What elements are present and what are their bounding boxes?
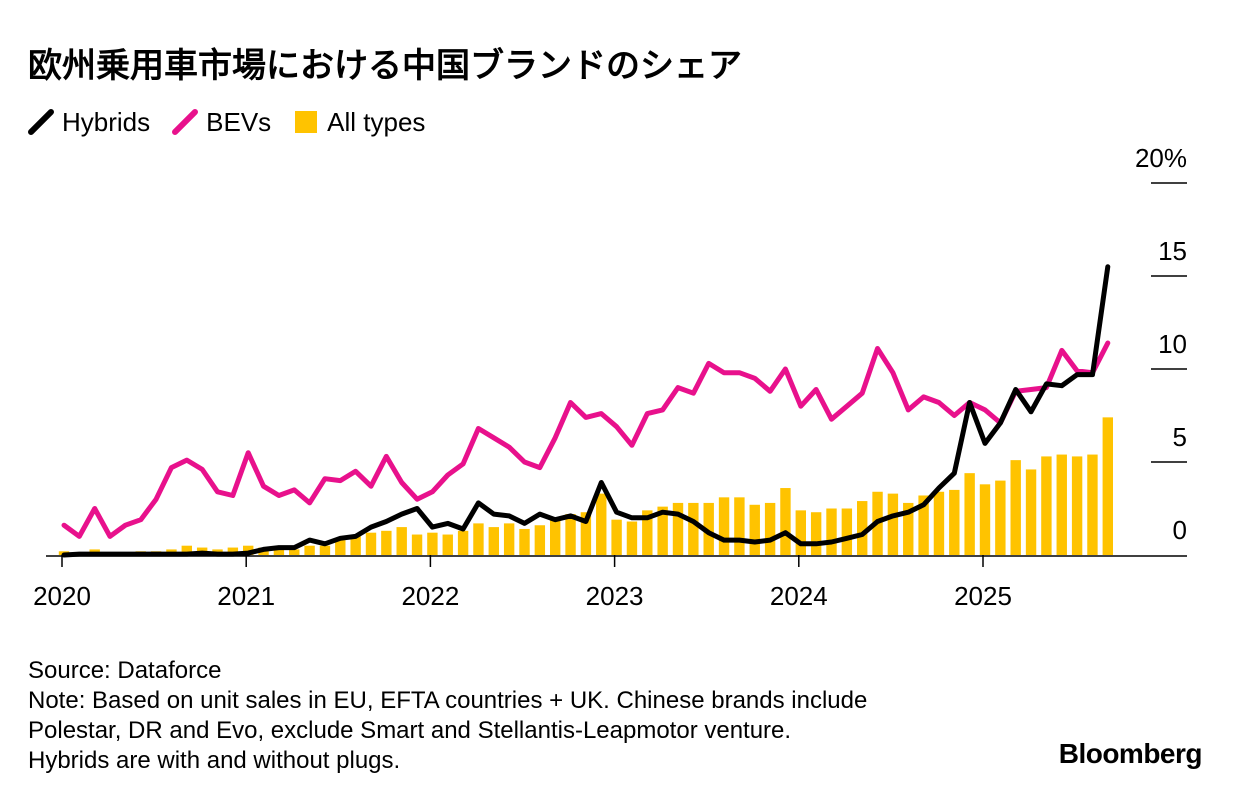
legend-label-all-types: All types	[327, 106, 426, 137]
bar-all-types	[319, 545, 331, 555]
bar-all-types	[396, 527, 407, 555]
bar-all-types	[335, 540, 346, 555]
x-tick-label-2023: 2023	[586, 581, 644, 611]
bar-all-types	[503, 523, 515, 555]
bar-all-types	[488, 527, 499, 555]
y-tick-label-0: 0	[1173, 515, 1187, 545]
bar-all-types	[304, 545, 315, 555]
source-text: Source: Dataforce	[28, 657, 222, 684]
chart-title: 欧州乗用車市場における中国ブランドのシェア	[28, 46, 742, 86]
bar-all-types	[918, 495, 929, 555]
bar-all-types	[1041, 456, 1052, 555]
bar-all-types	[227, 547, 239, 555]
note-line-2: Polestar, DR and Evo, exclude Smart and …	[28, 717, 792, 744]
bar-all-types	[181, 545, 192, 555]
line-hybrids	[61, 264, 1111, 558]
label-layer: 0 5 10 15 20% 2020 2021 2022 2023 2024 2025	[33, 143, 1187, 611]
legend-line-icon-bevs	[172, 109, 199, 135]
x-tick-label-2025: 2025	[954, 581, 1012, 611]
legend-line-icon-hybrids	[28, 109, 54, 135]
bar-all-types	[688, 502, 699, 555]
bar-all-types	[381, 530, 392, 555]
bar-all-types	[1010, 460, 1021, 555]
bar-all-types	[887, 493, 899, 555]
bar-all-types	[411, 534, 423, 555]
bar-all-types	[580, 512, 592, 555]
bar-all-types	[933, 491, 945, 555]
bar-all-types	[565, 514, 576, 555]
bar-all-types	[534, 525, 546, 555]
legend-item-bevs: BEVs	[172, 107, 271, 138]
line-layer	[61, 264, 1111, 558]
bar-all-types	[365, 532, 377, 555]
bar-all-types	[289, 549, 300, 555]
x-tick-label-2022: 2022	[401, 581, 459, 611]
legend: Hybrids BEVs All types	[28, 104, 447, 140]
bar-all-types	[550, 519, 561, 555]
bar-all-types	[273, 549, 285, 555]
bar-all-types	[1025, 469, 1037, 555]
bar-all-types	[795, 510, 806, 555]
chart-plot: 0 5 10 15 20% 2020 2021 2022 2023 2024 2025	[33, 143, 1187, 611]
bar-all-types	[672, 502, 684, 555]
x-tick-label-2024: 2024	[770, 581, 828, 611]
bar-all-types	[626, 521, 638, 555]
bar-all-types	[596, 493, 607, 555]
bar-all-types	[857, 501, 868, 555]
bar-all-types	[749, 504, 760, 555]
bar-all-types	[979, 484, 991, 555]
bar-all-types	[764, 502, 776, 555]
bar-all-types	[810, 512, 822, 555]
bar-all-types	[657, 506, 668, 555]
bar-all-types	[642, 510, 653, 555]
bar-all-types	[1056, 454, 1067, 555]
line-bevs	[61, 340, 1111, 539]
legend-square-icon-all-types	[295, 111, 318, 133]
bar-all-types	[473, 523, 484, 555]
legend-label-bevs: BEVs	[206, 106, 272, 137]
bar-all-types	[350, 536, 361, 555]
bar-all-types	[826, 508, 837, 555]
legend-label-hybrids: Hybrids	[62, 106, 151, 137]
bloomberg-logo: Bloomberg	[1058, 738, 1203, 769]
bar-all-types	[457, 530, 469, 555]
legend-item-hybrids: Hybrids	[28, 107, 150, 138]
bar-all-types	[995, 480, 1006, 555]
bar-all-types	[964, 473, 975, 555]
bar-all-types	[611, 519, 622, 555]
bar-all-types	[841, 508, 853, 555]
footer: Source: Dataforce Note: Based on unit sa…	[28, 656, 867, 776]
bar-layer	[58, 417, 1113, 555]
x-tick-label-2021: 2021	[217, 581, 275, 611]
y-tick-label-20: 20%	[1135, 143, 1187, 173]
bar-all-types	[1102, 417, 1113, 555]
y-tick-label-5: 5	[1173, 422, 1187, 452]
legend-item-all-types: All types	[293, 107, 425, 138]
bar-all-types	[1087, 454, 1098, 555]
bar-all-types	[703, 502, 714, 555]
note-line-3: Hybrids are with and without plugs.	[28, 747, 401, 774]
bar-all-types	[718, 497, 730, 555]
bar-all-types	[1071, 456, 1083, 555]
bar-all-types	[734, 497, 745, 555]
bar-all-types	[949, 489, 960, 555]
bar-all-types	[243, 545, 254, 555]
bar-all-types	[780, 488, 791, 555]
y-tick-label-15: 15	[1158, 236, 1187, 266]
y-tick-label-10: 10	[1158, 329, 1187, 359]
bar-all-types	[427, 532, 438, 555]
bar-all-types	[903, 502, 914, 555]
bar-all-types	[442, 534, 453, 555]
note-line-1: Note: Based on unit sales in EU, EFTA co…	[28, 687, 868, 714]
x-tick-label-2020: 2020	[33, 581, 91, 611]
bar-all-types	[519, 528, 530, 555]
